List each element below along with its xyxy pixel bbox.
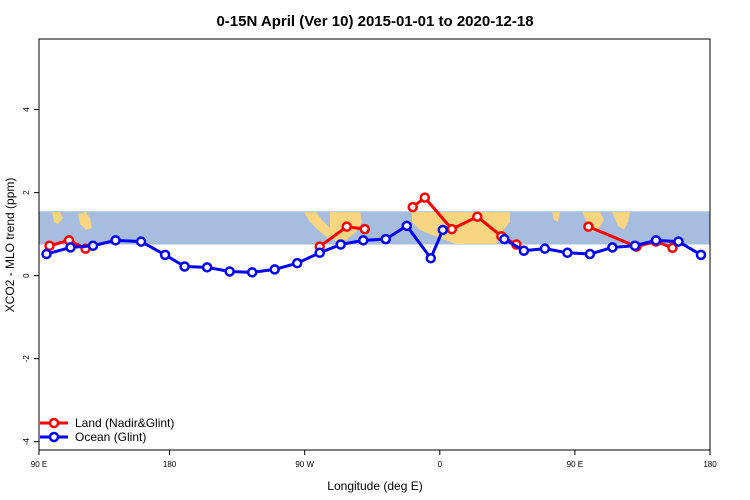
data-point-ocean	[673, 236, 684, 247]
data-point-ocean	[629, 240, 641, 251]
data-point-ocean	[201, 262, 213, 273]
data-point-ocean	[314, 247, 325, 259]
land-india	[582, 212, 604, 232]
data-point-ocean	[87, 240, 99, 251]
y-tick-label: -4	[22, 438, 31, 446]
y-tick-label: 2	[22, 190, 31, 195]
x-tick-label: 90 E	[567, 460, 583, 469]
x-axis-label: Longitude (deg E)	[327, 479, 422, 493]
data-point-ocean	[562, 247, 573, 259]
series-layer	[41, 192, 707, 278]
data-point-ocean	[650, 235, 662, 246]
land-maritime-se-asia	[52, 212, 63, 224]
data-point-land	[446, 223, 458, 235]
legend-label-land: Land (Nadir&Glint)	[75, 416, 174, 430]
data-point-ocean	[499, 233, 510, 245]
y-tick-label: -2	[22, 355, 31, 363]
land-new-guinea	[78, 212, 92, 230]
chart-title: 0-15N April (Ver 10) 2015-01-01 to 2020-…	[216, 13, 533, 30]
data-point-ocean	[607, 242, 618, 253]
data-point-ocean	[401, 220, 413, 232]
data-point-land	[583, 221, 594, 232]
legend-item-land: Land (Nadir&Glint)	[40, 416, 174, 430]
data-point-ocean	[224, 266, 235, 277]
y-axis-label: XCO2 - MLO trend (ppm)	[3, 178, 17, 313]
data-point-ocean	[437, 224, 449, 236]
x-tick-label: 90 W	[295, 460, 314, 469]
land-central-america	[304, 212, 334, 238]
land-se-asia	[612, 212, 630, 230]
data-point-ocean	[291, 257, 303, 269]
data-point-ocean	[269, 264, 280, 275]
legend-label-ocean: Ocean (Glint)	[75, 430, 146, 444]
legend-marker-land	[48, 417, 60, 429]
legend: Land (Nadir&Glint) Ocean (Glint)	[40, 416, 174, 444]
data-point-ocean	[695, 249, 707, 261]
data-point-ocean	[380, 233, 392, 245]
data-point-ocean	[159, 249, 171, 261]
legend-marker-ocean	[48, 431, 60, 443]
data-point-ocean	[41, 248, 52, 260]
data-point-ocean	[357, 235, 369, 246]
data-point-ocean	[425, 252, 437, 264]
legend-item-ocean: Ocean (Glint)	[40, 430, 146, 444]
data-point-land	[407, 201, 419, 213]
data-point-ocean	[518, 245, 530, 256]
data-point-ocean	[584, 248, 596, 260]
data-point-ocean	[335, 239, 346, 250]
x-tick-label: 90 E	[31, 460, 47, 469]
x-tick-label: 180	[703, 460, 717, 469]
data-point-ocean	[246, 267, 258, 278]
y-tick-label: 0	[22, 273, 31, 278]
data-point-land	[44, 240, 55, 251]
data-point-land	[341, 221, 352, 232]
data-point-land	[359, 223, 370, 235]
land-africa	[412, 212, 510, 244]
data-point-ocean	[110, 235, 121, 246]
data-point-ocean	[539, 243, 551, 254]
data-point-land	[472, 211, 483, 222]
data-point-ocean	[135, 236, 147, 247]
data-point-land	[667, 242, 678, 254]
data-point-land	[419, 192, 431, 203]
y-axis: -4 -2 0 2 4	[22, 107, 39, 445]
series-line-ocean	[503, 237, 702, 257]
x-axis: 90 E 180 90 W 0 90 E 180	[31, 450, 717, 469]
land-arabia	[552, 212, 560, 222]
data-point-ocean	[179, 261, 190, 272]
x-tick-label: 0	[438, 460, 443, 469]
land-shapes	[52, 212, 630, 244]
y-tick-label: 4	[22, 107, 31, 112]
plot-frame	[38, 38, 711, 451]
x-tick-label: 180	[163, 460, 177, 469]
data-point-ocean	[65, 242, 76, 253]
